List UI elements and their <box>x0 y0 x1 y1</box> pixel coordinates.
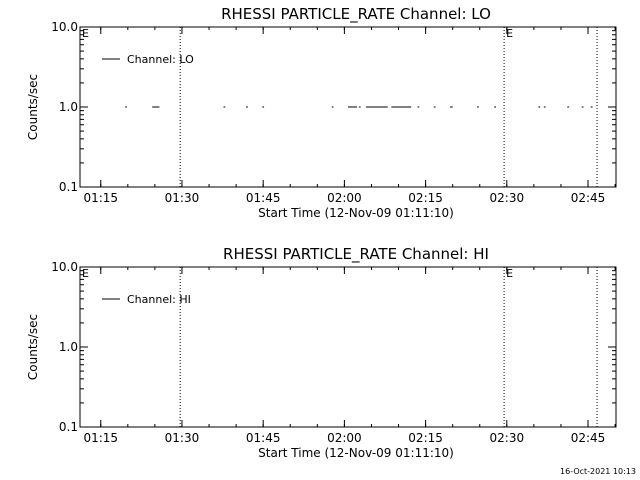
event-marker-label: E <box>506 267 513 280</box>
x-tick-label: 01:30 <box>165 191 200 205</box>
x-tick-label: 02:45 <box>571 431 606 445</box>
legend-label: Channel: HI <box>127 293 191 306</box>
x-tick-label: 01:45 <box>246 191 281 205</box>
chart-title: RHESSI PARTICLE_RATE Channel: HI <box>223 245 489 264</box>
legend-label: Channel: LO <box>127 53 194 66</box>
x-tick-label: 02:00 <box>327 431 362 445</box>
y-tick-label: 0.1 <box>59 420 78 434</box>
x-tick-label: 02:15 <box>408 431 443 445</box>
plot-frame <box>79 266 617 428</box>
footer-timestamp: 16-Oct-2021 10:13 <box>560 467 636 476</box>
event-marker-label: E <box>82 27 89 40</box>
x-tick-label: 02:15 <box>408 191 443 205</box>
y-axis-label: Counts/sec <box>26 314 40 380</box>
y-axis-label: Counts/sec <box>26 74 40 140</box>
x-axis-label: Start Time (12-Nov-09 01:11:10) <box>258 446 454 460</box>
y-tick-label: 1.0 <box>59 340 78 354</box>
x-axis-label: Start Time (12-Nov-09 01:11:10) <box>258 206 454 220</box>
y-tick-label: 10.0 <box>51 260 78 274</box>
y-tick-label: 0.1 <box>59 180 78 194</box>
y-tick-label: 10.0 <box>51 20 78 34</box>
x-tick-label: 01:15 <box>83 191 118 205</box>
x-tick-label: 02:30 <box>490 191 525 205</box>
event-marker-label: E <box>82 267 89 280</box>
x-tick-label: 01:45 <box>246 431 281 445</box>
panel-lo: RHESSI PARTICLE_RATE Channel: LO 01:15 01:… <box>26 5 617 220</box>
x-tick-label: 02:45 <box>571 191 606 205</box>
x-tick-label: 01:15 <box>83 431 118 445</box>
event-marker-label: E <box>506 27 513 40</box>
x-tick-label: 02:00 <box>327 191 362 205</box>
y-tick-label: 1.0 <box>59 100 78 114</box>
x-tick-label: 02:30 <box>490 431 525 445</box>
chart-title: RHESSI PARTICLE_RATE Channel: LO <box>221 5 491 24</box>
x-tick-label: 01:30 <box>165 431 200 445</box>
panel-hi: RHESSI PARTICLE_RATE Channel: HI 01:15 01:… <box>26 245 617 460</box>
